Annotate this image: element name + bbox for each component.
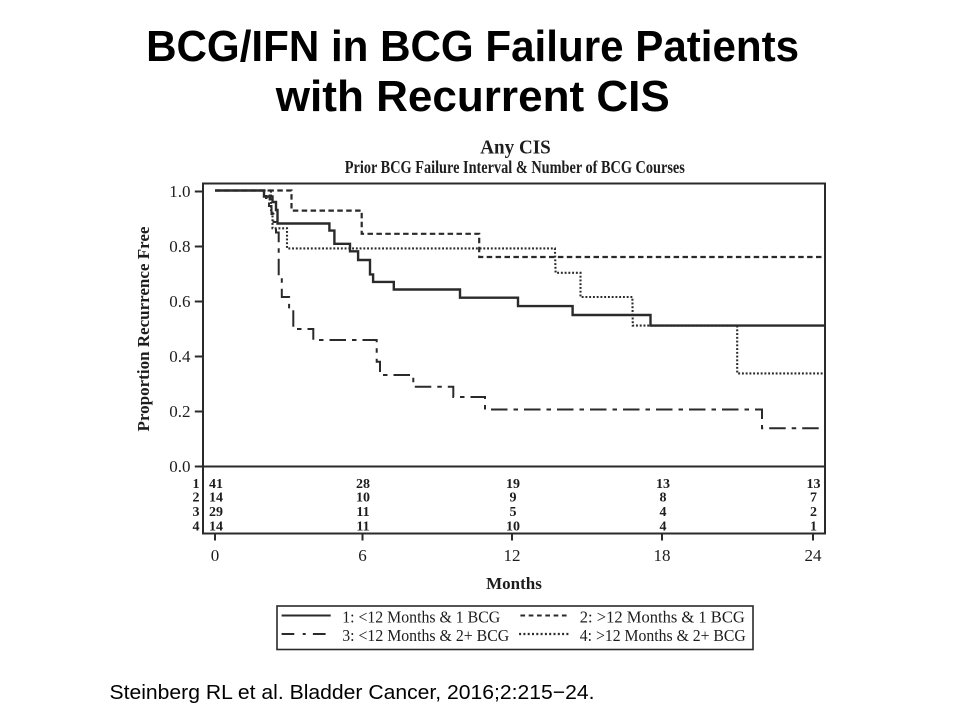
svg-text:4: 4 [660, 520, 667, 535]
svg-text:1: 1 [193, 477, 200, 492]
svg-text:29: 29 [209, 505, 223, 520]
svg-text:0.6: 0.6 [169, 292, 190, 311]
svg-text:BCG/IFN in BCG Failure Patient: BCG/IFN in BCG Failure Patients [146, 22, 799, 71]
svg-text:4: >12 Months & 2+ BCG: 4: >12 Months & 2+ BCG [580, 626, 746, 645]
svg-text:Any CIS: Any CIS [480, 137, 551, 159]
svg-text:41: 41 [209, 477, 223, 492]
svg-text:10: 10 [356, 491, 370, 506]
svg-text:0.8: 0.8 [169, 237, 190, 256]
svg-text:13: 13 [807, 477, 821, 492]
svg-text:0.2: 0.2 [169, 402, 190, 421]
svg-text:Steinberg RL et al. Bladder Ca: Steinberg RL et al. Bladder Cancer, 2016… [110, 681, 595, 704]
svg-text:2: 2 [193, 491, 200, 506]
svg-text:4: 4 [660, 505, 667, 520]
svg-text:11: 11 [356, 520, 369, 535]
svg-text:0.0: 0.0 [169, 457, 190, 476]
svg-text:4: 4 [193, 520, 200, 535]
svg-text:Months: Months [486, 574, 542, 593]
svg-text:2: 2 [810, 505, 817, 520]
svg-text:2: >12 Months & 1 BCG: 2: >12 Months & 1 BCG [580, 607, 745, 626]
svg-text:11: 11 [356, 505, 369, 520]
svg-text:1: <12 Months & 1 BCG: 1: <12 Months & 1 BCG [342, 607, 500, 626]
svg-text:Prior BCG Failure Interval & N: Prior BCG Failure Interval & Number of B… [345, 157, 685, 177]
svg-text:with Recurrent CIS: with Recurrent CIS [275, 72, 670, 121]
svg-text:8: 8 [660, 491, 667, 506]
svg-text:0: 0 [211, 546, 220, 565]
svg-text:0.4: 0.4 [169, 347, 191, 366]
svg-text:3: 3 [193, 505, 200, 520]
svg-text:19: 19 [506, 477, 520, 492]
svg-text:28: 28 [356, 477, 370, 492]
svg-text:Proportion Recurrence Free: Proportion Recurrence Free [134, 226, 153, 431]
svg-text:3: <12 Months & 2+ BCG: 3: <12 Months & 2+ BCG [342, 626, 509, 645]
svg-text:5: 5 [510, 505, 517, 520]
svg-text:18: 18 [654, 546, 671, 565]
svg-text:9: 9 [510, 491, 517, 506]
svg-text:14: 14 [209, 491, 223, 506]
svg-text:1.0: 1.0 [169, 182, 190, 201]
svg-text:7: 7 [810, 491, 817, 506]
svg-text:6: 6 [358, 546, 367, 565]
svg-text:10: 10 [506, 520, 520, 535]
svg-text:12: 12 [504, 546, 521, 565]
svg-text:13: 13 [656, 477, 670, 492]
svg-text:24: 24 [805, 546, 823, 565]
svg-text:14: 14 [209, 520, 223, 535]
svg-text:1: 1 [810, 520, 817, 535]
